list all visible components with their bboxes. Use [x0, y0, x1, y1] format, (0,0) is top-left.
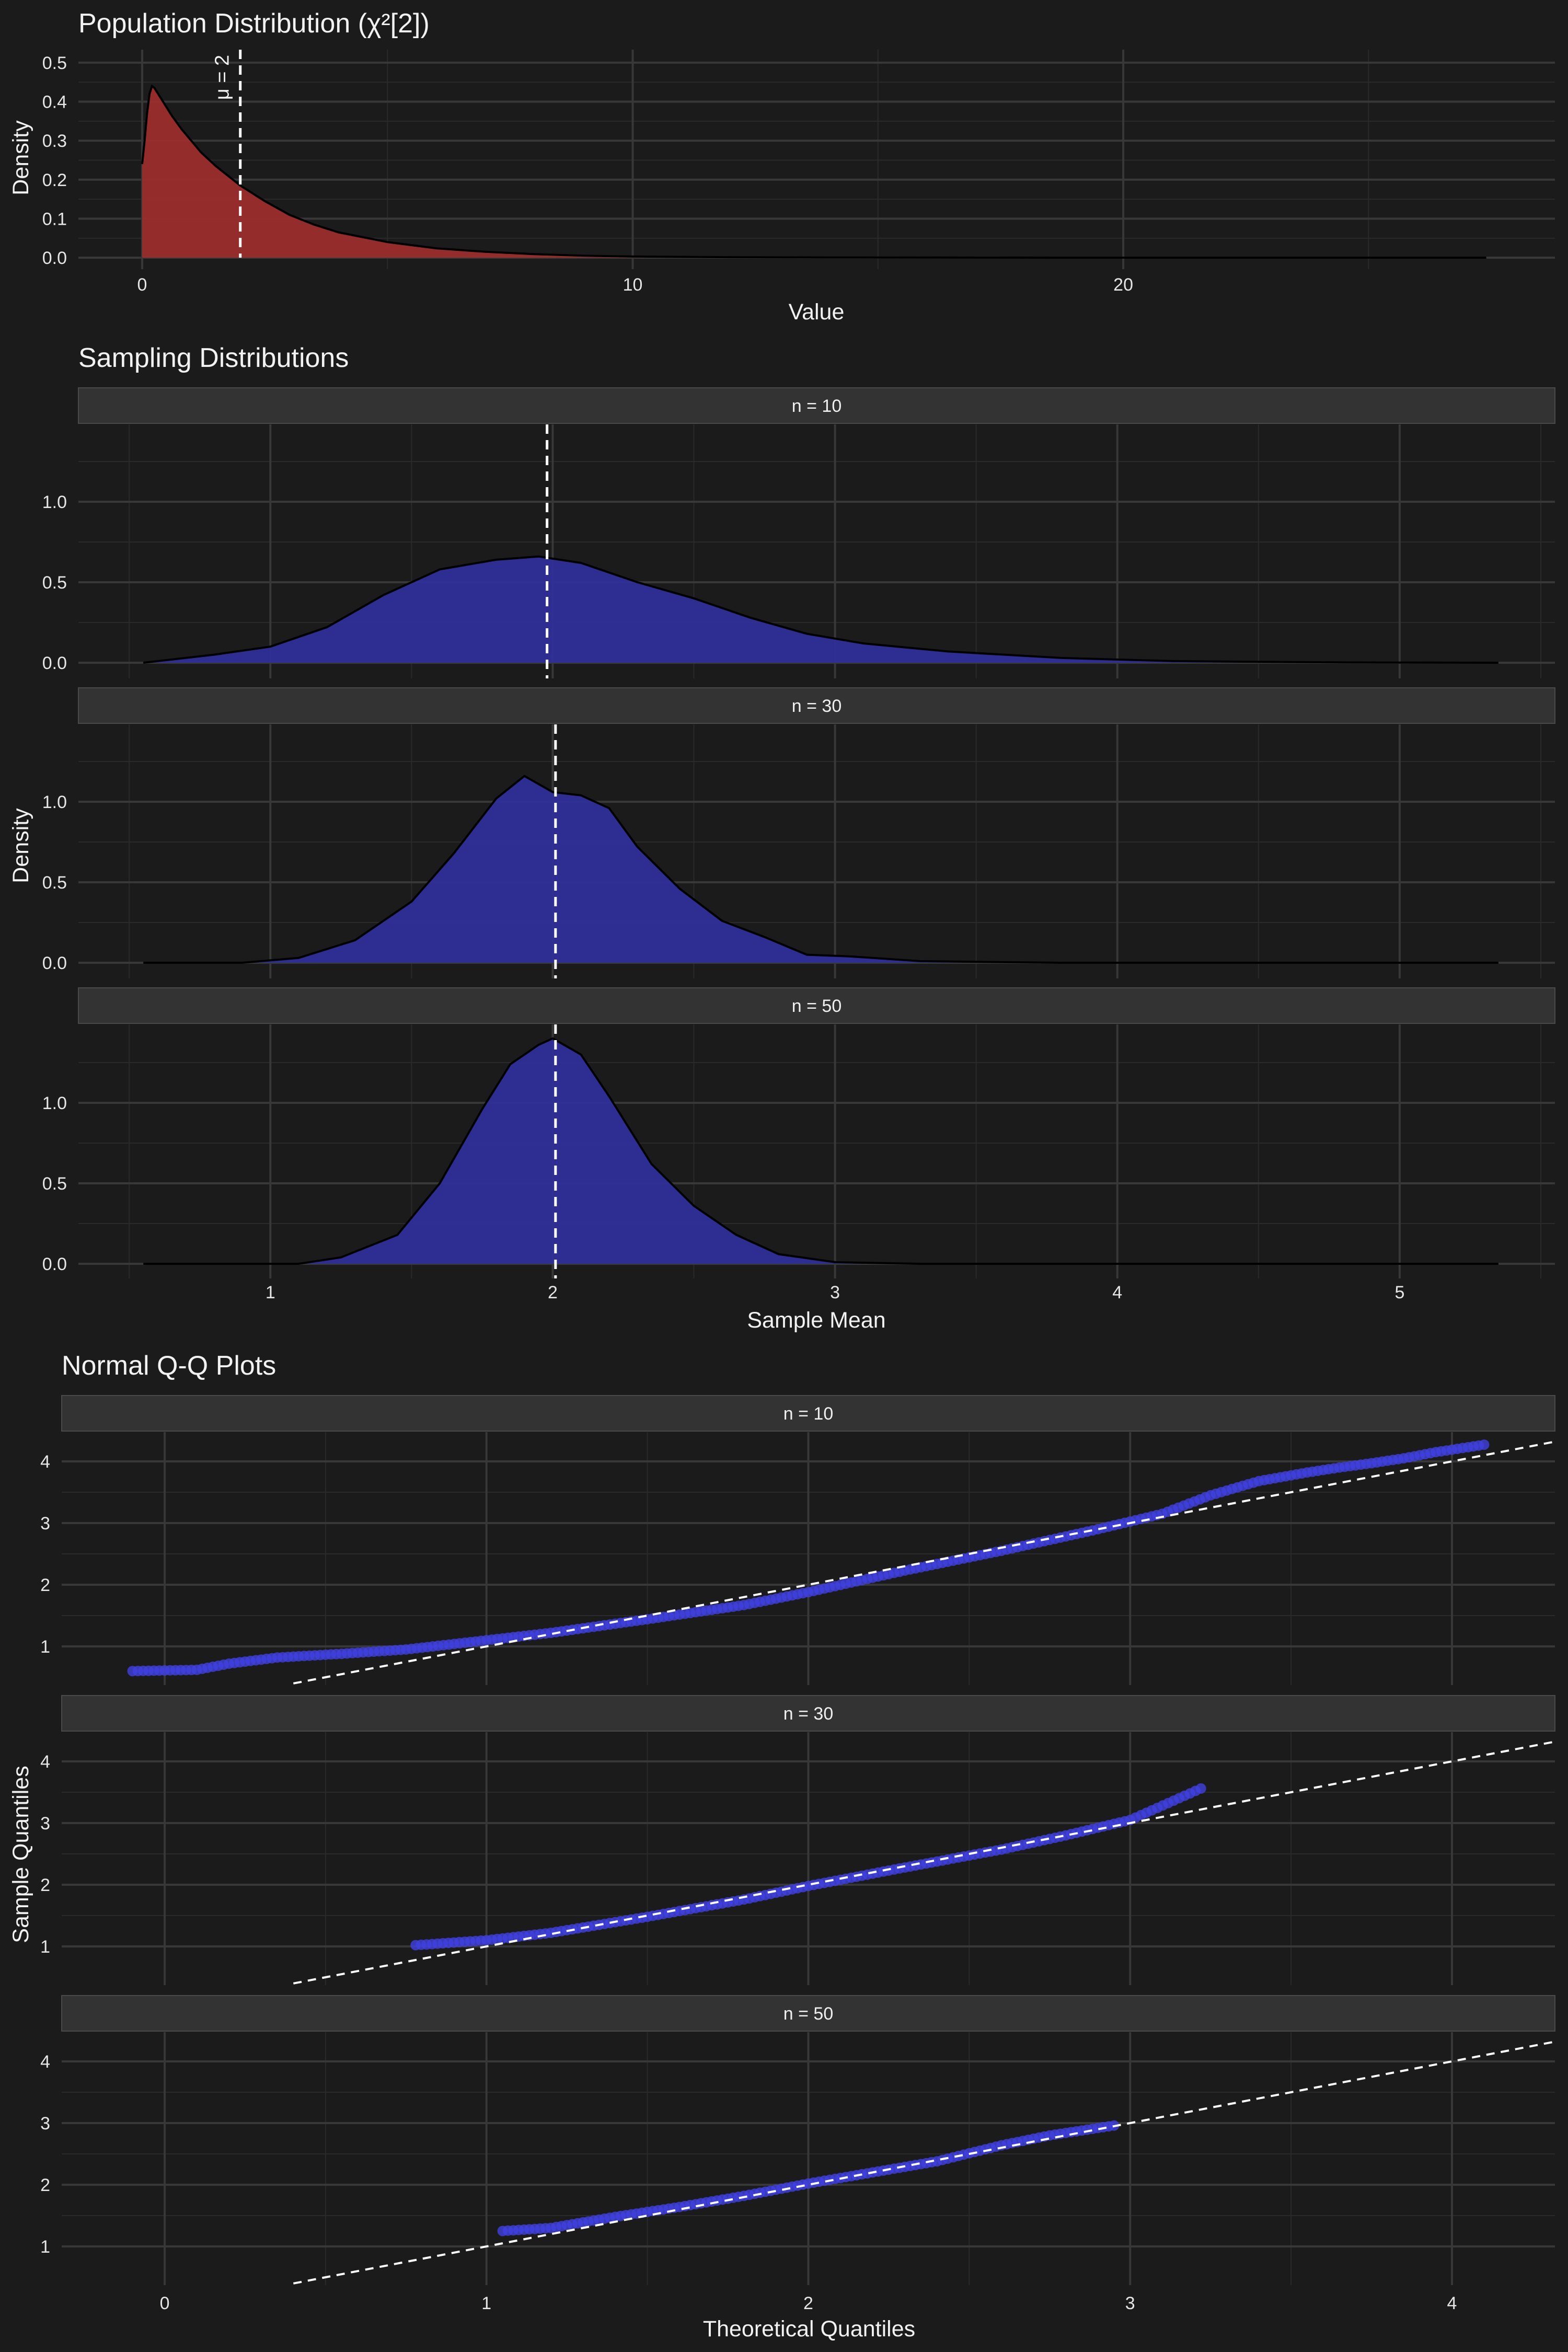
- sampling-n1-strip-label: n = 10: [792, 396, 841, 416]
- sampling-n3-strip: [78, 987, 1555, 1024]
- qq-n3-ytick-label: 3: [40, 2114, 50, 2134]
- sampling-n1-strip: [78, 387, 1555, 424]
- qq-point: [1479, 1439, 1490, 1450]
- sampling-density-1-outline: [143, 555, 1499, 664]
- qq-xtick-label: 4: [1447, 2293, 1457, 2313]
- qq-n2-ytick-label: 2: [40, 1875, 50, 1895]
- sampling-density-1-fill: [143, 556, 1499, 663]
- population-ylabel: Density: [8, 120, 33, 195]
- population-ytick-label: 0.1: [42, 209, 67, 229]
- sampling-n2-ytick-label: 1.0: [42, 792, 67, 812]
- qq-points-3: [497, 2120, 1120, 2236]
- population-ytick-label: 0.3: [42, 131, 67, 151]
- sampling-n3-ytick-label: 0.0: [42, 1254, 67, 1274]
- qq-point: [1195, 1783, 1206, 1794]
- population-title: Population Distribution (χ²[2]): [78, 8, 430, 39]
- population-xtick-label: 20: [1113, 275, 1133, 295]
- qq-n1-ytick-label: 4: [40, 1452, 50, 1472]
- population-mean-label: μ = 2: [212, 55, 234, 100]
- qq-n3-strip-label: n = 50: [783, 2004, 833, 2024]
- sampling-density-2-fill: [143, 776, 1499, 963]
- population-xlabel: Value: [789, 299, 845, 325]
- sampling-ylabel: Density: [8, 808, 33, 883]
- sampling-n2-ytick-label: 0.5: [42, 873, 67, 893]
- population-density-fill: [142, 86, 1486, 258]
- sampling-xtick-label: 3: [830, 1283, 840, 1302]
- sampling-xtick-label: 4: [1112, 1283, 1122, 1302]
- qq-xtick-label: 1: [481, 2293, 491, 2313]
- qq-n3-ytick-label: 1: [40, 2237, 50, 2257]
- qq-n1-ytick-label: 2: [40, 1575, 50, 1595]
- sampling-xtick-label: 5: [1394, 1283, 1404, 1302]
- qq-n2-ytick-label: 1: [40, 1937, 50, 1957]
- qq-xtick-label: 2: [803, 2293, 813, 2313]
- qq-reference-line-1: [293, 1440, 1555, 1685]
- population-ytick-label: 0.2: [42, 170, 67, 190]
- qq-n2-strip: [61, 1695, 1555, 1732]
- qq-n2-ytick-label: 3: [40, 1814, 50, 1834]
- sampling-n2-panel-background: [78, 724, 1555, 978]
- qq-reference-line-3: [293, 2040, 1555, 2285]
- sampling-density-2-outline: [143, 775, 1498, 964]
- sampling-title: Sampling Distributions: [78, 343, 349, 373]
- qq-n2-ytick-label: 4: [40, 1752, 50, 1772]
- qq-xtick-label: 0: [160, 2293, 170, 2313]
- sampling-xlabel: Sample Mean: [747, 1308, 885, 1333]
- qq-title: Normal Q-Q Plots: [62, 1351, 276, 1381]
- qq-n1-strip-label: n = 10: [783, 1404, 833, 1424]
- population-ytick-label: 0.5: [42, 53, 67, 73]
- sampling-n3-ytick-label: 0.5: [42, 1174, 67, 1194]
- sampling-n2-strip-label: n = 30: [792, 696, 841, 716]
- qq-n2-strip-label: n = 30: [783, 1704, 833, 1724]
- sampling-xtick-label: 1: [266, 1283, 275, 1302]
- qq-n1-ytick-label: 3: [40, 1514, 50, 1534]
- sampling-density-3-fill: [143, 1038, 1499, 1264]
- sampling-n1-ytick-label: 0.0: [42, 653, 67, 673]
- qq-ylabel: Sample Quantiles: [8, 1766, 33, 1943]
- qq-xtick-label: 3: [1125, 2293, 1135, 2313]
- qq-xlabel: Theoretical Quantiles: [703, 2316, 915, 2342]
- sampling-n3-panel-background: [78, 1024, 1555, 1278]
- sampling-n1-ytick-label: 0.5: [42, 573, 67, 593]
- sampling-n3-strip-label: n = 50: [792, 996, 841, 1016]
- qq-reference-line-2: [293, 1740, 1555, 1985]
- population-density-outline: [141, 84, 1486, 259]
- sampling-n2-ytick-label: 0.0: [42, 953, 67, 973]
- qq-n1-strip: [61, 1395, 1555, 1432]
- population-ytick-label: 0.0: [42, 248, 67, 268]
- qq-n3-strip: [61, 1995, 1555, 2032]
- charts-layer: μ = 20.00.10.20.30.40.50 10 20n = 100.00.5…: [40, 50, 1555, 2313]
- sampling-n2-strip: [78, 687, 1555, 724]
- population-xtick-label: 10: [623, 275, 643, 295]
- qq-n1-ytick-label: 1: [40, 1637, 50, 1657]
- sampling-density-3-outline: [143, 1037, 1498, 1265]
- population-xtick-label: 0: [137, 275, 147, 295]
- qq-n3-ytick-label: 4: [40, 2052, 50, 2072]
- population-ytick-label: 0.4: [42, 93, 67, 112]
- sampling-n3-ytick-label: 1.0: [42, 1093, 67, 1113]
- sampling-xtick-label: 2: [548, 1283, 558, 1302]
- sampling-n1-ytick-label: 1.0: [42, 492, 67, 512]
- qq-n3-ytick-label: 2: [40, 2175, 50, 2195]
